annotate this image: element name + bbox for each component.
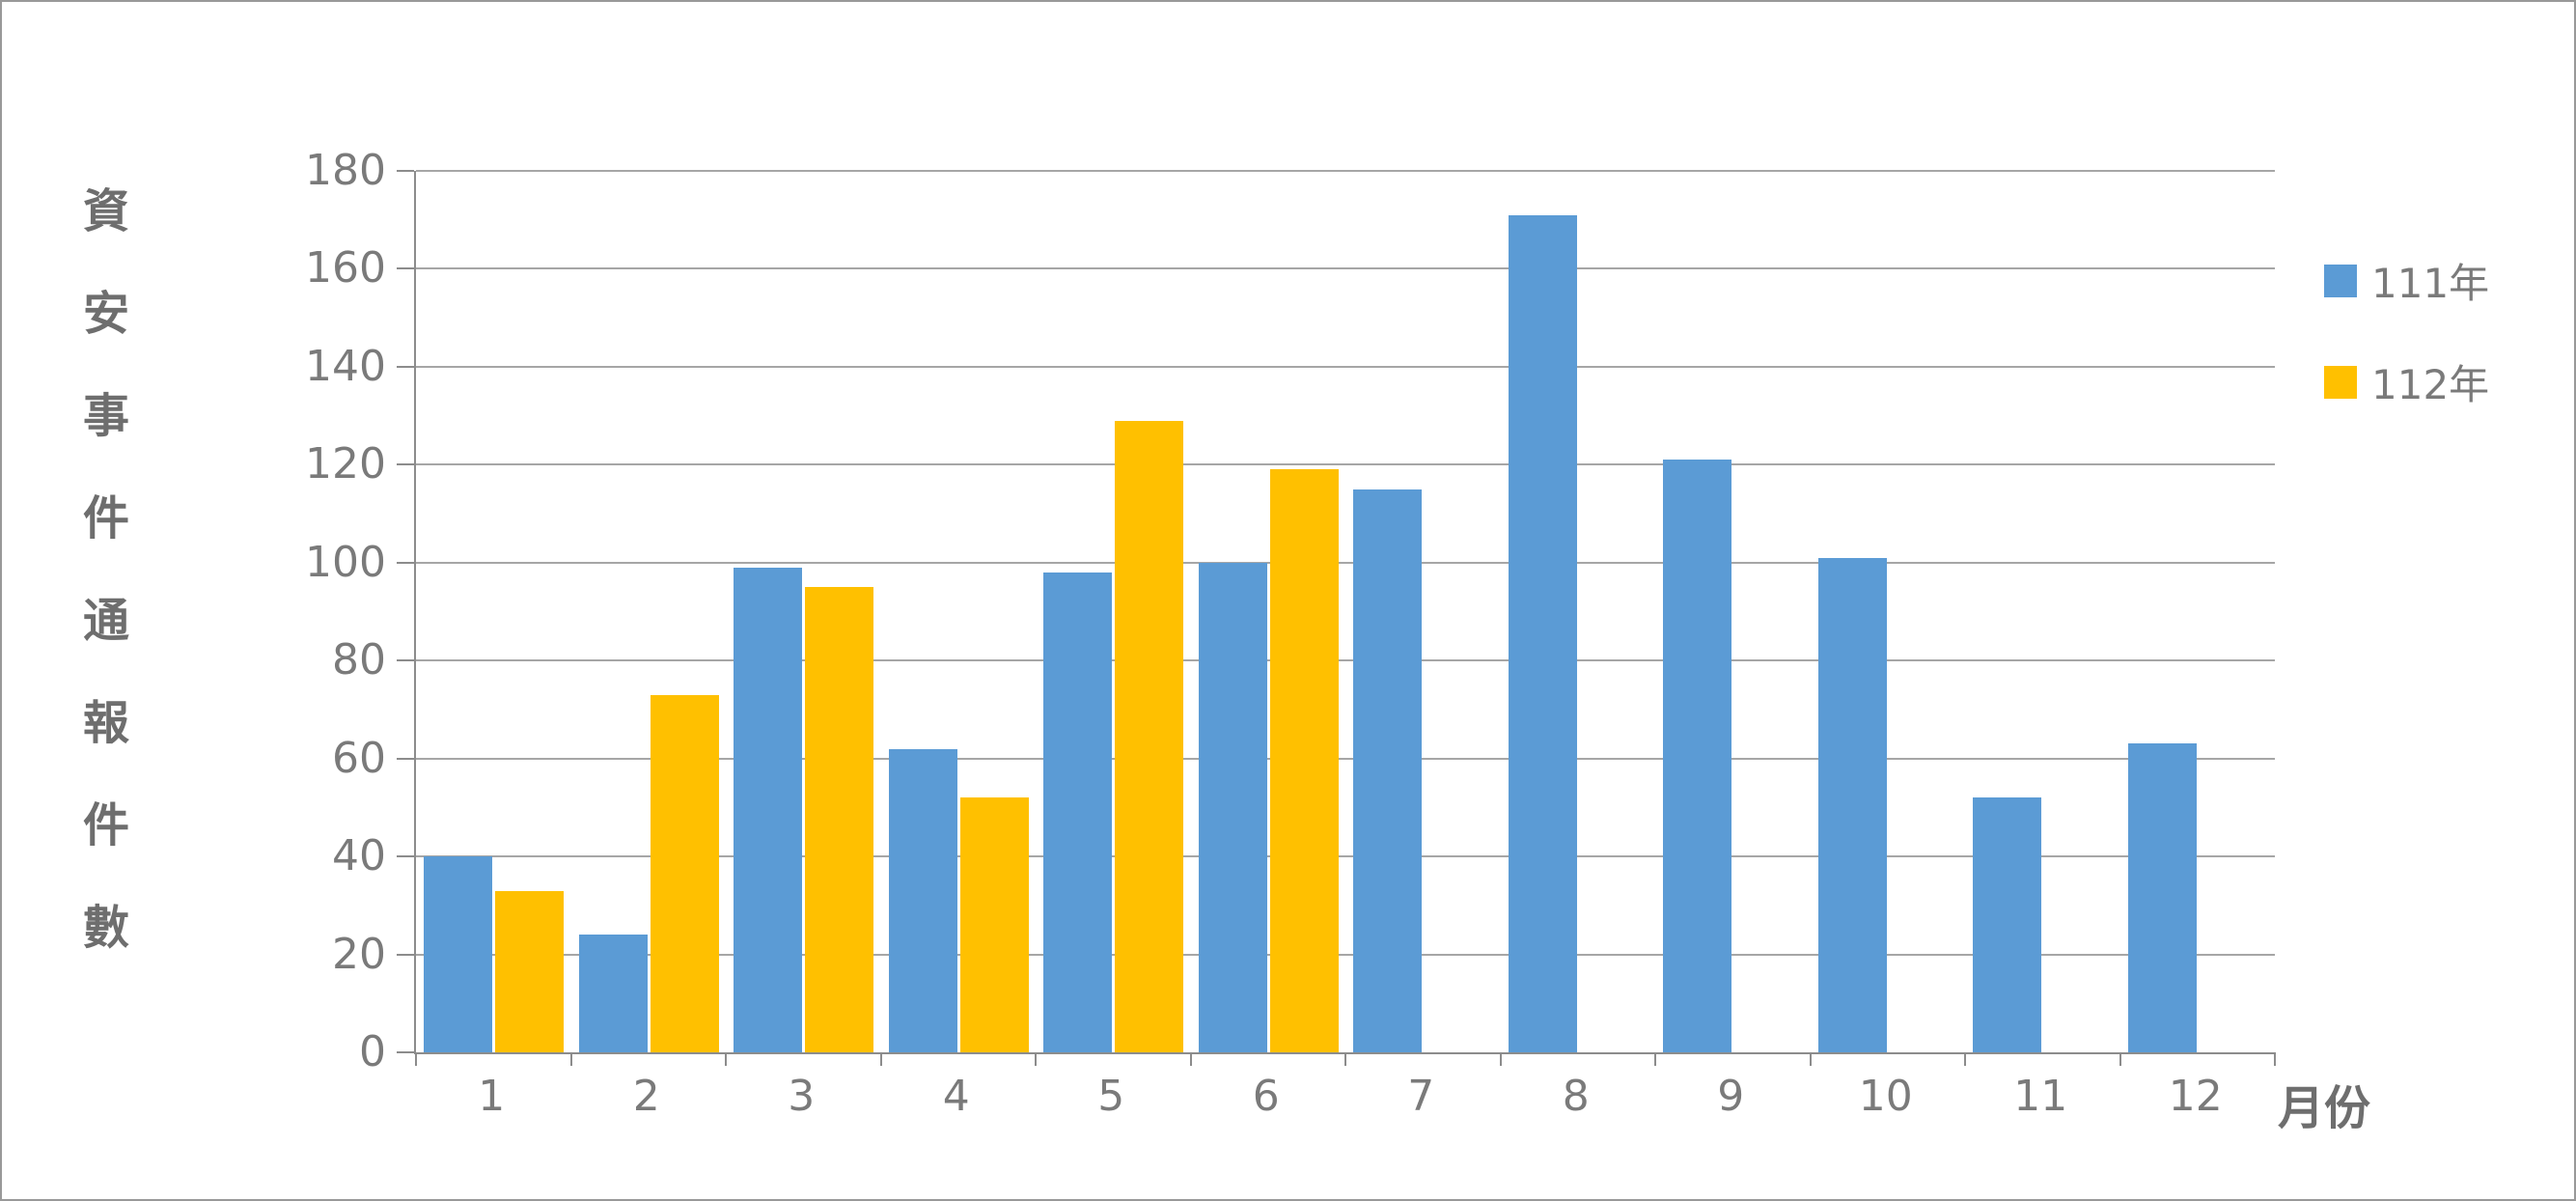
x-axis-tick-1 (569, 1052, 572, 1066)
x-axis-tick-2 (725, 1052, 727, 1066)
gridline-180 (416, 170, 2275, 172)
x-tick-label-5: 5 (1097, 1072, 1125, 1121)
bar-111年-month-5 (1043, 572, 1113, 1052)
x-tick-label-10: 10 (1858, 1072, 1913, 1121)
gridline-120 (416, 463, 2275, 466)
legend-swatch-112-icon (2324, 365, 2357, 399)
x-axis-tick-5 (1189, 1052, 1192, 1066)
bar-111年-month-9 (1663, 460, 1732, 1052)
bar-111年-month-8 (1508, 214, 1577, 1052)
y-axis-tick-20 (397, 953, 414, 956)
x-axis-tick-6 (1344, 1052, 1346, 1066)
x-tick-label-11: 11 (2013, 1072, 2068, 1121)
bar-112年-month-1 (495, 890, 565, 1052)
x-tick-label-6: 6 (1252, 1072, 1280, 1121)
x-axis-tick-0 (415, 1052, 417, 1066)
gridline-140 (416, 365, 2275, 368)
y-axis-tick-160 (397, 267, 414, 270)
gridline-80 (416, 659, 2275, 662)
y-tick-label-160: 160 (305, 243, 386, 293)
gridline-60 (416, 757, 2275, 760)
y-tick-label-80: 80 (332, 635, 386, 685)
y-axis-tick-0 (397, 1051, 414, 1053)
y-tick-label-60: 60 (332, 733, 386, 783)
x-axis-title: 月份 (2278, 1081, 2371, 1135)
x-tick-label-7: 7 (1407, 1072, 1435, 1121)
x-axis-tick-11 (2119, 1052, 2121, 1066)
bar-111年-month-4 (888, 748, 957, 1052)
y-tick-label-20: 20 (332, 929, 386, 979)
x-axis-tick-9 (1809, 1052, 1812, 1066)
x-axis-tick-12 (2274, 1052, 2276, 1066)
bar-112年-month-5 (1115, 420, 1184, 1052)
x-axis-tick-8 (1654, 1052, 1656, 1066)
bar-112年-month-2 (650, 694, 719, 1052)
bar-111年-month-3 (734, 567, 803, 1052)
bar-111年-month-6 (1198, 562, 1267, 1052)
bar-111年-month-11 (1973, 797, 2042, 1052)
x-tick-label-9: 9 (1717, 1072, 1745, 1121)
bar-112年-month-3 (805, 587, 874, 1052)
x-tick-label-8: 8 (1562, 1072, 1590, 1121)
y-tick-label-40: 40 (332, 831, 386, 881)
y-tick-label-180: 180 (305, 146, 386, 195)
plot-area (397, 170, 2276, 1066)
y-tick-label-100: 100 (305, 537, 386, 587)
bar-111年-month-1 (424, 856, 493, 1052)
bar-112年-month-6 (1269, 469, 1339, 1052)
y-tick-label-0: 0 (359, 1027, 386, 1076)
y-axis-tick-60 (397, 757, 414, 760)
y-axis-title: 資安事件通報件數 (74, 186, 128, 1005)
gridline-160 (416, 267, 2275, 270)
bar-111年-month-10 (1817, 557, 1887, 1052)
x-tick-label-1: 1 (478, 1072, 506, 1121)
y-axis-tick-80 (397, 659, 414, 662)
gridline-40 (416, 855, 2275, 858)
legend-item-112: 112年 (2324, 352, 2489, 411)
x-tick-label-3: 3 (788, 1072, 816, 1121)
y-axis-tick-140 (397, 365, 414, 368)
gridline-100 (416, 561, 2275, 564)
x-axis-tick-3 (879, 1052, 882, 1066)
x-tick-label-4: 4 (942, 1072, 970, 1121)
x-tick-label-2: 2 (632, 1072, 660, 1121)
bar-111年-month-7 (1353, 489, 1423, 1052)
legend-swatch-111-icon (2324, 264, 2357, 297)
bar-112年-month-4 (959, 797, 1029, 1052)
y-axis-tick-100 (397, 561, 414, 564)
y-tick-label-140: 140 (305, 341, 386, 391)
y-axis-tick-40 (397, 855, 414, 858)
y-tick-label-120: 120 (305, 439, 386, 489)
legend-item-111: 111年 (2324, 251, 2489, 310)
legend: 111年 112年 (2324, 251, 2489, 411)
x-axis-tick-10 (1964, 1052, 1966, 1066)
legend-label-112: 112年 (2371, 361, 2490, 408)
bar-111年-month-2 (578, 935, 648, 1052)
y-axis-tick-180 (397, 170, 414, 172)
x-tick-label-12: 12 (2168, 1072, 2223, 1121)
x-axis-tick-4 (1035, 1052, 1037, 1066)
legend-label-111: 111年 (2371, 260, 2490, 307)
x-axis-tick-7 (1499, 1052, 1502, 1066)
bar-111年-month-12 (2127, 743, 2197, 1052)
gridline-20 (416, 953, 2275, 956)
y-axis-tick-120 (397, 463, 414, 466)
